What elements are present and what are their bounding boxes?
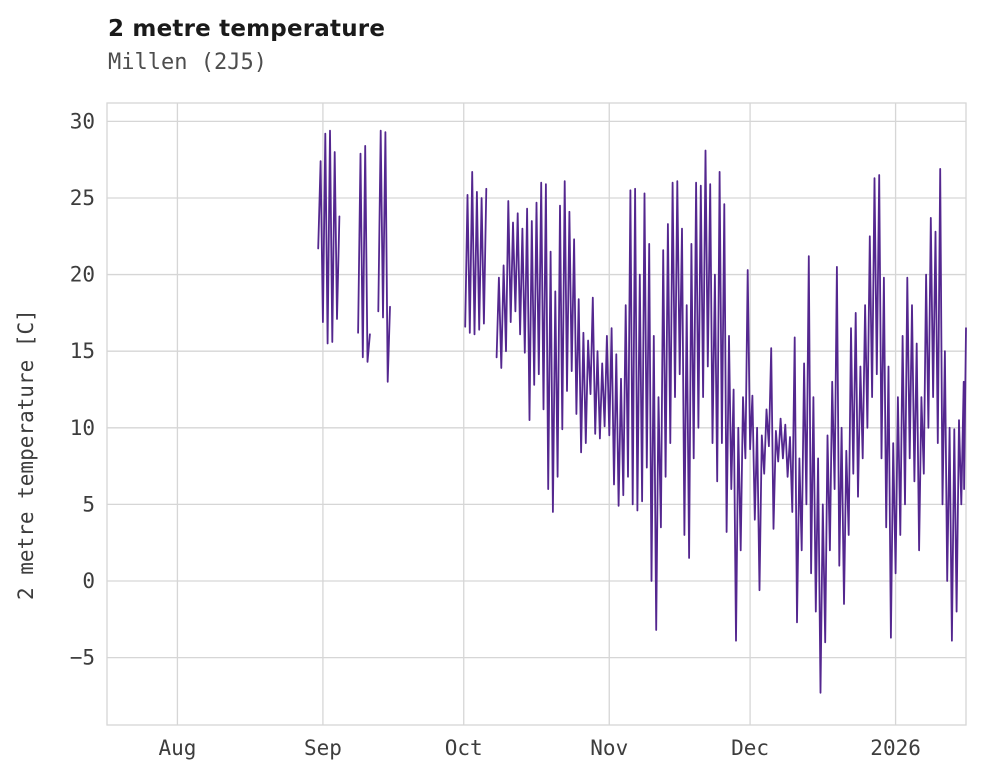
temperature-line [464,171,488,336]
x-tick-label: 2026 [870,736,921,760]
temperature-line [317,129,341,345]
y-tick-label: 5 [82,492,95,516]
chart-subtitle: Millen (2J5) [108,50,267,75]
temperature-line [495,149,967,694]
y-tick-label: 25 [70,186,95,210]
y-tick-label: 0 [82,569,95,593]
y-tick-label: 20 [70,263,95,287]
y-tick-label: 15 [70,339,95,363]
y-tick-label: −5 [70,646,95,670]
x-tick-label: Oct [445,736,483,760]
x-tick-label: Dec [731,736,769,760]
x-tick-label: Sep [304,736,342,760]
temperature-line [357,145,371,363]
temperature-line [377,129,391,383]
plot-frame [106,102,967,726]
y-tick-label: 30 [70,109,95,133]
chart-title: 2 metre temperature [108,16,386,42]
y-tick-label: 10 [70,416,95,440]
x-tick-label: Aug [158,736,196,760]
x-tick-label: Nov [590,736,628,760]
